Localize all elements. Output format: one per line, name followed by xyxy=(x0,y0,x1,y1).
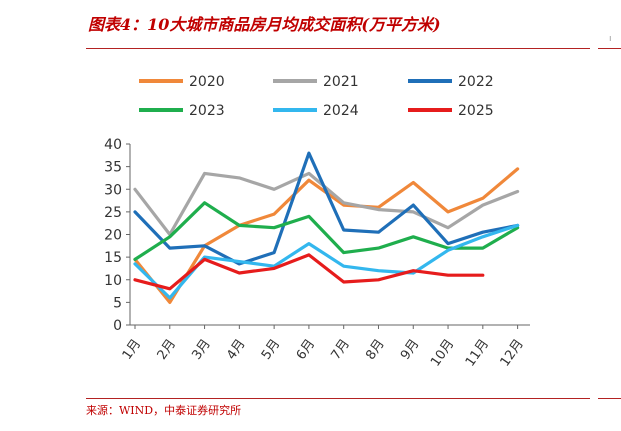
legend-label-2025: 2025 xyxy=(458,103,494,119)
y-tick-label: 10 xyxy=(104,273,122,289)
y-tick-label: 30 xyxy=(104,182,122,198)
x-tick-label: 1月 xyxy=(120,337,144,363)
legend-label-2024: 2024 xyxy=(323,103,359,119)
series-line-2023 xyxy=(133,201,520,261)
y-tick-label: 15 xyxy=(104,250,122,266)
x-tick-label: 2月 xyxy=(155,337,179,363)
legend-label-2023: 2023 xyxy=(189,103,225,119)
x-tick-label: 3月 xyxy=(189,337,213,363)
y-tick-label: 40 xyxy=(104,137,122,153)
chart-series xyxy=(133,151,520,304)
bottom-divider xyxy=(86,398,590,399)
y-tick-label: 25 xyxy=(104,205,122,221)
x-tick-label: 12月 xyxy=(498,337,527,370)
source-note: 来源：WIND，中泰证券研究所 xyxy=(86,404,242,417)
y-tick-label: 35 xyxy=(104,160,122,176)
x-tick-label: 7月 xyxy=(328,337,352,363)
x-tick-label: 6月 xyxy=(294,337,318,363)
legend-label-2021: 2021 xyxy=(323,74,359,90)
y-tick-label: 5 xyxy=(113,295,122,311)
series-line-2025 xyxy=(133,253,485,291)
x-tick-label: 11月 xyxy=(463,337,492,370)
x-axis: 1月 2月 3月 4月 5月 6月 7月 8月 9月 10月 11月 12月 xyxy=(120,324,530,370)
top-divider-right xyxy=(598,48,621,49)
x-tick-label: 10月 xyxy=(428,337,457,370)
x-tick-label: 9月 xyxy=(398,337,422,363)
x-tick-label: 5月 xyxy=(259,337,283,363)
y-tick-label: 20 xyxy=(104,228,122,244)
x-tick-label: 8月 xyxy=(363,337,387,363)
y-tick-label: 0 xyxy=(113,318,122,334)
x-tick-label: 4月 xyxy=(224,337,248,363)
y-axis: 0 5 10 15 20 25 30 35 40 xyxy=(104,137,131,334)
legend-label-2022: 2022 xyxy=(458,74,494,90)
series-line-2022 xyxy=(133,151,520,266)
legend-label-2020: 2020 xyxy=(189,74,225,90)
top-divider xyxy=(86,48,590,49)
chart-legend: 2020 2021 2022 2023 2024 2025 xyxy=(139,74,494,119)
bottom-divider-right xyxy=(598,398,621,399)
series-line-2021 xyxy=(133,171,520,237)
chart-title: 图表4：10大城市商品房月均成交面积(万平方米) xyxy=(88,15,441,34)
edge-mark: ı xyxy=(609,34,612,44)
